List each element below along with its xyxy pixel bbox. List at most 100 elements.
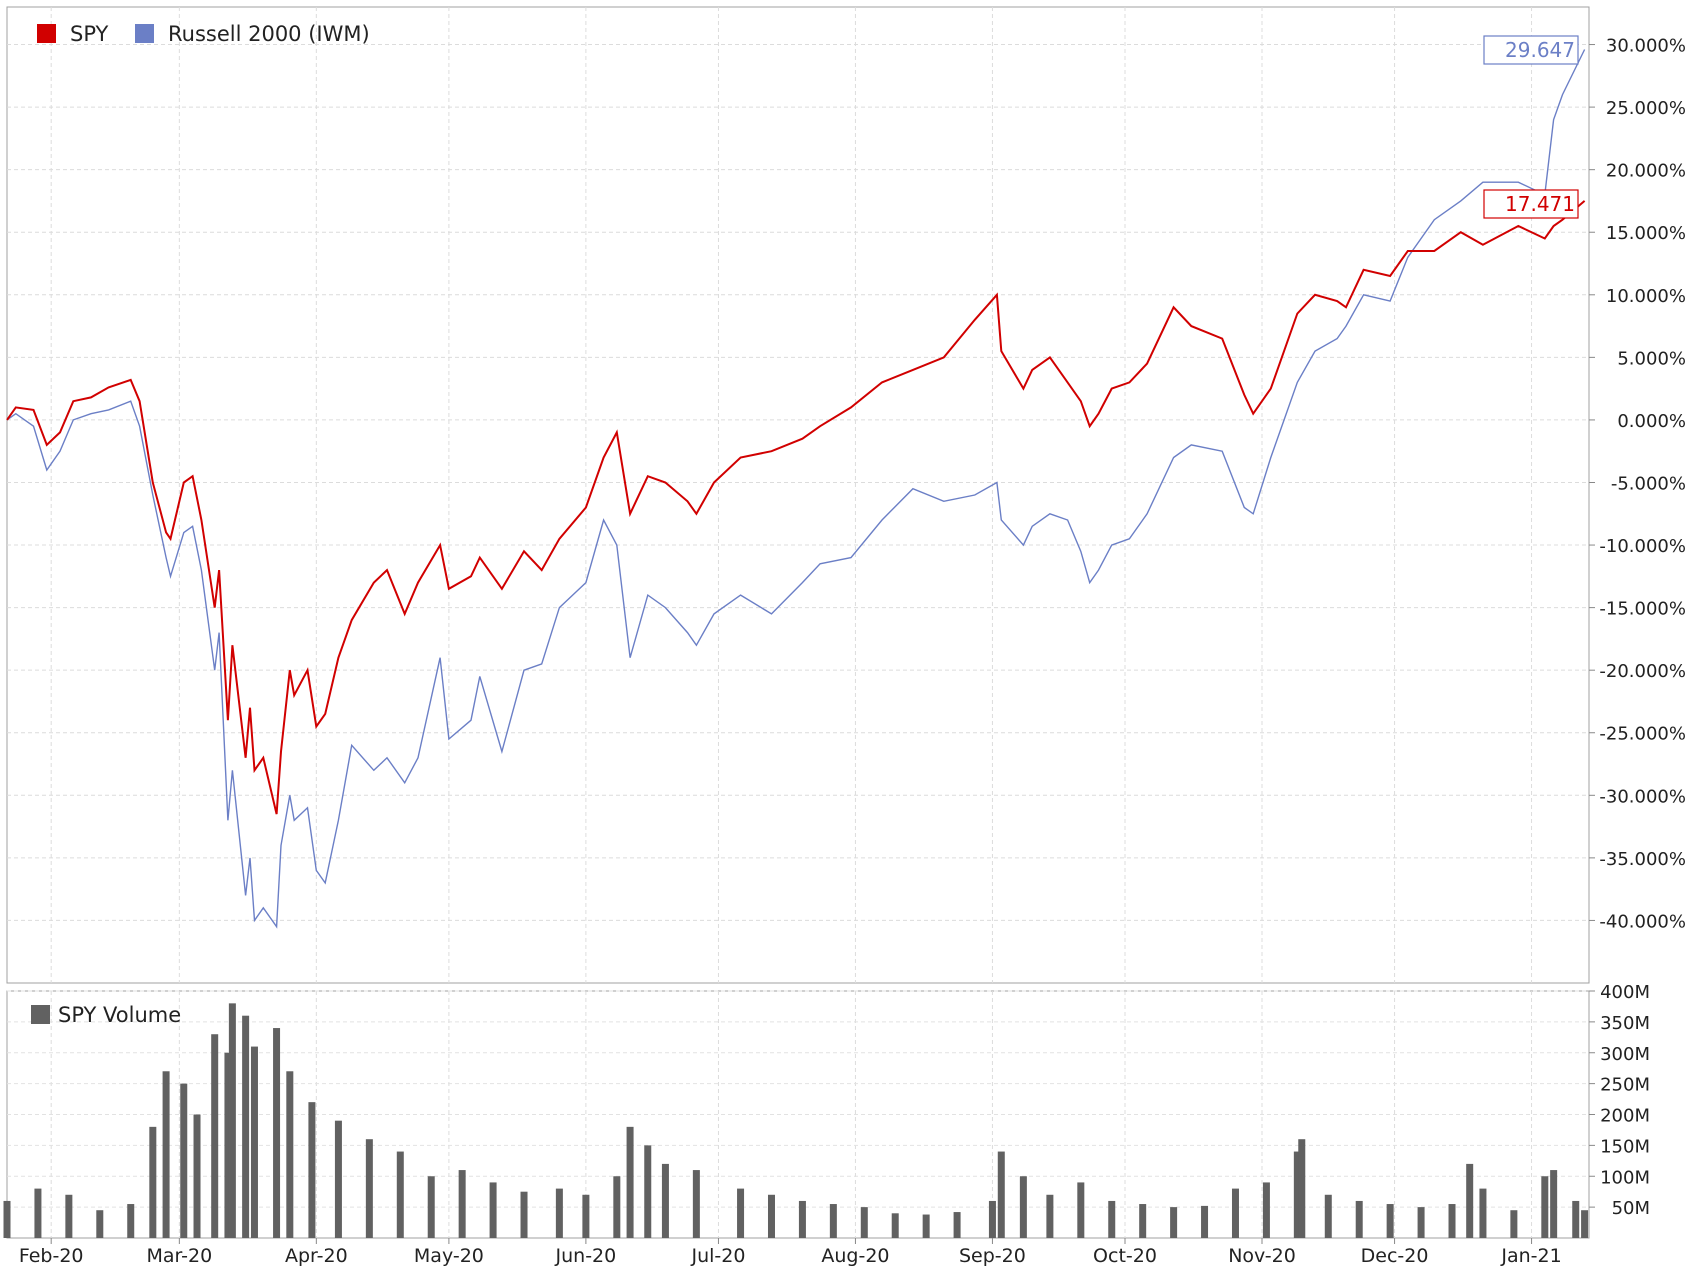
price-y-tick-label: -40.000% [1599, 911, 1686, 932]
volume-bar [34, 1188, 42, 1238]
volume-y-tick-label: 350M [1600, 1013, 1650, 1034]
volume-bar [737, 1188, 745, 1238]
volume-bar [180, 1083, 188, 1238]
spy-volume-legend-label: SPY Volume [58, 1003, 181, 1027]
x-axis: Feb-20 Mar-20 Apr-20 May-20 Jun-20 Jul-20 Aug-… [19, 1238, 1562, 1267]
price-y-tick-label: -20.000% [1599, 661, 1686, 682]
volume-bar [1448, 1204, 1456, 1238]
volume-bar [1581, 1210, 1589, 1238]
volume-y-tick-label: 400M [1600, 982, 1650, 1003]
end-value-labels: 29.647 17.471 [1483, 35, 1579, 219]
x-tick-label: Jul-20 [690, 1245, 745, 1267]
volume-bar [860, 1207, 868, 1238]
x-tick-label: Mar-20 [147, 1245, 213, 1267]
volume-y-tick-label: 300M [1600, 1044, 1650, 1065]
russell-2000-end-label-box [1483, 35, 1579, 65]
volume-bar [613, 1176, 621, 1238]
volume-y-tick-label: 150M [1600, 1136, 1650, 1157]
volume-bar [1231, 1188, 1239, 1238]
volume-bar [162, 1071, 170, 1238]
price-y-tick-label: -5.000% [1611, 473, 1686, 494]
volume-bar [458, 1170, 466, 1238]
volume-y-tick-label: 200M [1600, 1106, 1650, 1127]
price-y-tick-label: -15.000% [1599, 599, 1686, 620]
price-y-tick-label: -35.000% [1599, 849, 1686, 870]
spy-end-label: 17.471 [1483, 189, 1579, 219]
x-tick-label: Nov-20 [1228, 1245, 1296, 1267]
volume-bar [65, 1194, 73, 1238]
volume-bar [273, 1028, 281, 1238]
volume-y-tick-label: 250M [1600, 1075, 1650, 1096]
volume-bar [228, 1003, 236, 1238]
price-y-tick-label: -25.000% [1599, 724, 1686, 745]
volume-bar [1479, 1188, 1487, 1238]
price-panel-frame [6, 6, 1590, 984]
spy-legend-label: SPY [70, 22, 109, 46]
volume-bar [1510, 1210, 1518, 1238]
volume-bar [644, 1145, 652, 1238]
volume-bar [96, 1210, 104, 1238]
price-legend: SPY Russell 2000 (IWM) [37, 22, 370, 46]
volume-bar [1293, 1151, 1301, 1238]
volume-bar [308, 1102, 316, 1238]
russell-2000-line [6, 49, 1586, 929]
volume-bar [211, 1034, 219, 1238]
spy-end-value: 17.471 [1505, 192, 1575, 216]
volume-bar [334, 1120, 342, 1238]
x-tick-label: Jun-20 [555, 1245, 617, 1267]
x-tick-label: Aug-20 [821, 1245, 889, 1267]
price-y-tick-label: 10.000% [1606, 286, 1686, 307]
volume-bar [997, 1151, 1005, 1238]
x-tick-label: Jan-21 [1500, 1245, 1561, 1267]
russell-2000-legend-label: Russell 2000 (IWM) [168, 22, 370, 46]
volume-bar [798, 1200, 806, 1238]
volume-bar [1139, 1204, 1147, 1238]
price-grid [7, 7, 1589, 983]
price-lines [6, 49, 1586, 929]
volume-bar [520, 1191, 528, 1238]
volume-bar [1262, 1182, 1270, 1238]
volume-bar [1077, 1182, 1085, 1238]
volume-bar [365, 1139, 373, 1238]
volume-bar [1550, 1170, 1558, 1238]
volume-bar [626, 1126, 634, 1238]
x-tick-label: Dec-20 [1361, 1245, 1429, 1267]
spy-line [6, 200, 1586, 815]
price-y-tick-label: 5.000% [1617, 348, 1686, 369]
volume-bar [1324, 1194, 1332, 1238]
price-y-tick-label: -30.000% [1599, 786, 1686, 807]
volume-bar [661, 1163, 669, 1238]
volume-grid [7, 990, 1589, 1238]
volume-bars [3, 1003, 1589, 1238]
volume-bar [1572, 1200, 1580, 1238]
spy-volume-legend-swatch [31, 1005, 50, 1024]
volume-bar [427, 1176, 435, 1238]
volume-y-axis: 400M 350M 300M 250M 200M 150M 100M 50M [1589, 982, 1650, 1219]
volume-bar [242, 1015, 250, 1238]
volume-bar [1417, 1207, 1425, 1238]
volume-bar [767, 1194, 775, 1238]
volume-bar [3, 1200, 11, 1238]
volume-bar [1019, 1176, 1027, 1238]
volume-bar [1170, 1207, 1178, 1238]
volume-bar [396, 1151, 404, 1238]
volume-bar [1046, 1194, 1054, 1238]
volume-bar [1466, 1163, 1474, 1238]
volume-bar [489, 1182, 497, 1238]
volume-bar [1201, 1205, 1209, 1238]
volume-bar [193, 1114, 201, 1238]
volume-bar [829, 1204, 837, 1238]
volume-bar [1355, 1200, 1363, 1238]
spy-legend-swatch [37, 24, 56, 43]
volume-bar [582, 1194, 590, 1238]
x-tick-label: Sep-20 [959, 1245, 1026, 1267]
volume-bar [224, 1052, 232, 1238]
price-y-tick-label: 30.000% [1606, 36, 1686, 57]
volume-bar [922, 1214, 930, 1238]
x-tick-label: Oct-20 [1093, 1245, 1157, 1267]
volume-y-tick-label: 100M [1600, 1167, 1650, 1188]
x-tick-label: May-20 [414, 1245, 484, 1267]
volume-bar [555, 1188, 563, 1238]
